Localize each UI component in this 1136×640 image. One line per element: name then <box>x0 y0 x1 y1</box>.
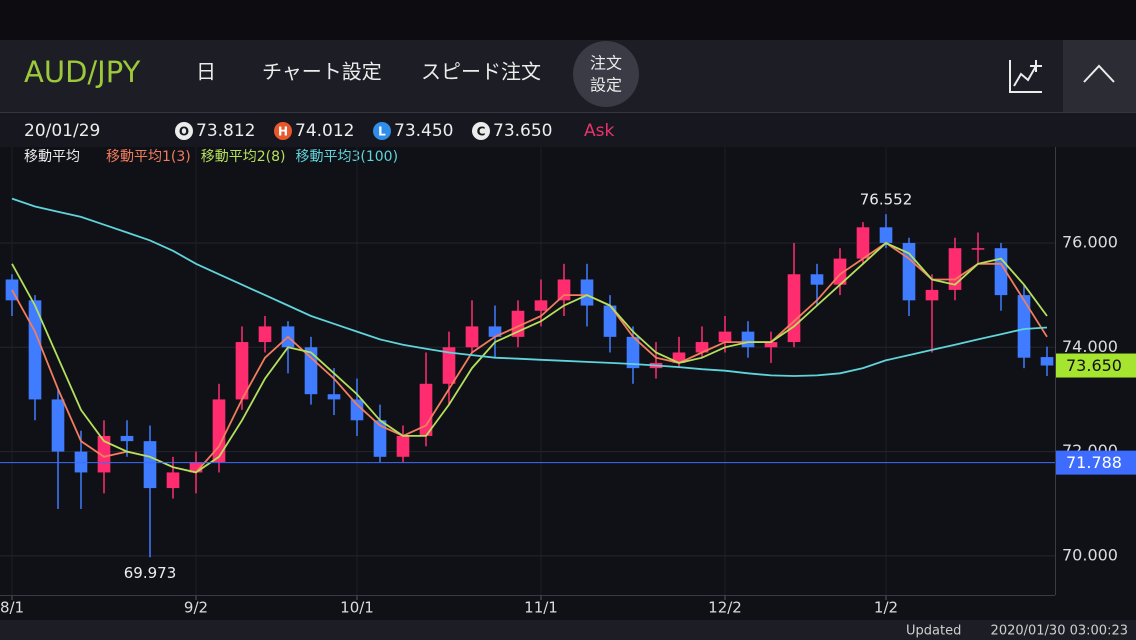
candle-body <box>304 347 318 395</box>
candle-body <box>1017 295 1031 358</box>
order-button[interactable] <box>573 41 639 107</box>
side[interactable]: Ask <box>584 121 614 141</box>
menu-chart-settings[interactable]: チャート設定 <box>262 60 382 84</box>
candle-body <box>626 336 640 369</box>
collapse-button[interactable] <box>1063 40 1136 112</box>
high-icon <box>274 122 292 140</box>
candle-body <box>143 441 157 489</box>
candle-body <box>373 420 387 457</box>
candle-body <box>879 227 893 243</box>
x-tick-label: 11/1 <box>524 599 558 617</box>
candle-body <box>695 342 709 353</box>
legend-entry: 移動平均1(3) <box>106 149 191 165</box>
x-tick-label: 9/2 <box>184 599 208 617</box>
candle-body <box>603 305 617 337</box>
candle-body <box>718 331 732 343</box>
candle-body <box>235 342 249 400</box>
close-value: 73.650 <box>493 121 552 141</box>
candle-body <box>396 435 410 457</box>
candle-body <box>419 383 433 436</box>
legend: 移動平均1(3) 移動平均2(8) 移動平均3(100) <box>106 149 398 165</box>
candle-body <box>557 279 571 301</box>
candle-body <box>971 248 985 250</box>
high-icon-label: H <box>278 125 288 139</box>
y-tick-label: 70.000 <box>1062 545 1118 564</box>
info-bar <box>0 112 1136 147</box>
y-tick-label: 74.000 <box>1062 337 1118 356</box>
indicator-icon[interactable] <box>1009 60 1042 93</box>
last-price-badge <box>1056 353 1136 378</box>
symbol[interactable]: AUD/JPY <box>24 55 141 89</box>
legend-entry: 移動平均2(8) <box>201 149 286 165</box>
price-badge-label: 71.788 <box>1066 453 1122 472</box>
date: 20/01/29 <box>24 121 100 141</box>
candle-body <box>327 394 341 400</box>
low-icon <box>373 122 391 140</box>
chart-area <box>0 147 1136 620</box>
candle-body <box>258 326 272 343</box>
order-button-label[interactable]: 注文 <box>590 54 622 73</box>
candle-body <box>212 399 226 463</box>
x-tick-label: 12/2 <box>708 599 742 617</box>
candle-body <box>764 342 778 348</box>
close-icon-label: C <box>477 125 486 139</box>
candle-body <box>442 347 456 384</box>
candle-body <box>534 300 548 311</box>
open-icon-label: O <box>179 125 189 139</box>
candle-body <box>51 399 65 452</box>
order-button-label[interactable]: 設定 <box>590 76 622 95</box>
toolbar <box>0 40 1136 112</box>
period[interactable]: 日 <box>196 60 216 84</box>
candle-body <box>74 451 88 473</box>
candle-body <box>120 435 134 442</box>
status-area <box>0 0 1136 40</box>
candle-body <box>580 279 594 306</box>
annotation: 76.552 <box>860 191 913 209</box>
candle-body <box>787 274 801 343</box>
candle-body <box>488 326 502 337</box>
close-icon <box>472 122 490 140</box>
x-tick-label: 10/1 <box>340 599 374 617</box>
legend-entry: 移動平均3(100) <box>296 149 399 165</box>
ma-line <box>11 197 1048 377</box>
price-badge <box>1056 450 1136 475</box>
annotation: 69.973 <box>124 564 177 582</box>
candle-body <box>672 352 686 363</box>
candle-body <box>925 289 939 301</box>
y-tick-label: 76.000 <box>1062 232 1118 251</box>
candle-body <box>350 399 364 421</box>
candle-body <box>97 435 111 473</box>
footer <box>0 620 1136 640</box>
candle-body <box>166 472 180 489</box>
candle-body <box>741 331 755 348</box>
x-tick-label: 1/2 <box>874 599 898 617</box>
x-tick-label: 8/1 <box>0 599 24 617</box>
candle-body <box>810 274 824 285</box>
updated-label: Updated <box>906 624 961 639</box>
low-icon-label: L <box>378 125 386 139</box>
last-price-label: 73.650 <box>1066 356 1122 375</box>
indicator-title: 移動平均 <box>24 149 80 165</box>
candle-body <box>856 227 870 259</box>
candle-body <box>1040 357 1054 366</box>
ma-line <box>11 241 1048 474</box>
open-value: 73.812 <box>196 121 255 141</box>
low-value: 73.450 <box>394 121 453 141</box>
high-value: 74.012 <box>295 121 354 141</box>
open-icon <box>175 122 193 140</box>
candle-body <box>189 462 203 473</box>
candle-body <box>465 326 479 348</box>
menu-speed-order[interactable]: スピード注文 <box>421 60 541 84</box>
chevron-up[interactable] <box>1083 64 1115 83</box>
updated-time: 2020/01/30 03:00:23 <box>991 624 1128 639</box>
